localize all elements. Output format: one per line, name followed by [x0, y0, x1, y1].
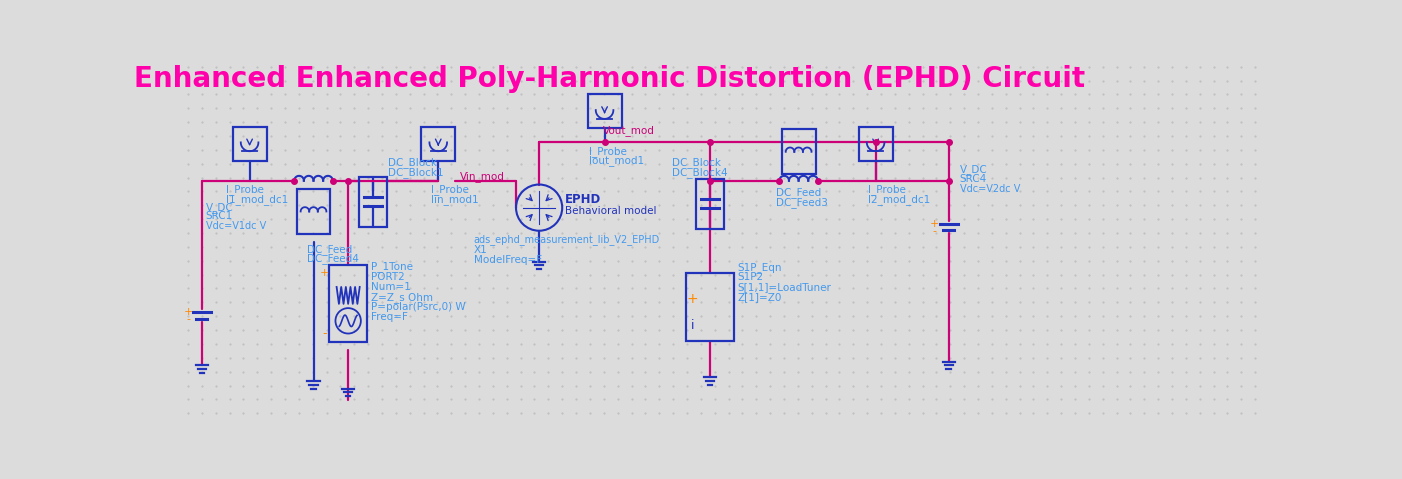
Text: lin_mod1: lin_mod1	[430, 194, 478, 205]
Text: Vout_mod: Vout_mod	[603, 125, 655, 136]
Text: DC_Feed3: DC_Feed3	[775, 197, 827, 208]
Text: ModelFreq=F: ModelFreq=F	[474, 255, 541, 264]
Text: PORT2: PORT2	[372, 272, 405, 282]
Text: Z[1]=Z0: Z[1]=Z0	[737, 292, 781, 302]
Text: DC_Block: DC_Block	[388, 158, 437, 169]
Text: i: i	[691, 319, 694, 332]
Text: EPHD: EPHD	[565, 194, 601, 206]
Bar	[329, 265, 367, 342]
Text: S1P2: S1P2	[737, 272, 763, 282]
Text: Freq=F: Freq=F	[372, 312, 408, 322]
Text: DC_Block: DC_Block	[672, 158, 721, 169]
Text: -: -	[322, 327, 327, 340]
Text: P_1Tone: P_1Tone	[372, 262, 414, 273]
Text: I2_mod_dc1: I2_mod_dc1	[868, 194, 930, 205]
Text: DC_Block1: DC_Block1	[388, 167, 444, 178]
Text: +: +	[320, 268, 329, 278]
Bar	[587, 94, 621, 128]
Bar	[697, 179, 723, 229]
Text: Z=Z_s Ohm: Z=Z_s Ohm	[372, 292, 433, 303]
Text: Vdc=V1dc V: Vdc=V1dc V	[206, 221, 266, 231]
Text: +: +	[687, 292, 698, 306]
Text: ads_ephd_measurement_lib_V2_EPHD: ads_ephd_measurement_lib_V2_EPHD	[474, 235, 660, 245]
Text: DC_Feed4: DC_Feed4	[307, 253, 359, 264]
Text: DC_Feed: DC_Feed	[307, 244, 352, 255]
Text: S1P_Eqn: S1P_Eqn	[737, 262, 781, 273]
Bar	[782, 129, 816, 174]
Text: I_Probe: I_Probe	[227, 184, 265, 195]
Text: Vin_mod: Vin_mod	[460, 171, 505, 182]
Text: Vdc=V2dc V: Vdc=V2dc V	[959, 184, 1019, 194]
Text: Behavioral model: Behavioral model	[565, 206, 656, 217]
Text: X1: X1	[474, 245, 488, 255]
Bar	[858, 127, 893, 160]
Text: SRC1: SRC1	[206, 212, 233, 221]
Text: +: +	[184, 308, 192, 318]
Text: SRC4: SRC4	[959, 174, 987, 184]
Bar	[297, 189, 331, 234]
Bar	[359, 177, 387, 227]
Text: I_Probe: I_Probe	[589, 146, 627, 157]
Bar	[422, 127, 456, 160]
Text: V_DC: V_DC	[959, 164, 987, 175]
Text: I1_mod_dc1: I1_mod_dc1	[227, 194, 289, 205]
Text: Num=1: Num=1	[372, 282, 411, 292]
Text: V_DC: V_DC	[206, 202, 234, 213]
Text: DC_Block4: DC_Block4	[672, 167, 728, 178]
Text: +: +	[930, 219, 939, 229]
Bar	[686, 273, 733, 341]
Bar	[233, 127, 266, 160]
Text: -: -	[186, 314, 191, 324]
Text: Iout_mod1: Iout_mod1	[589, 155, 645, 166]
Text: I_Probe: I_Probe	[868, 184, 906, 195]
Text: I_Probe: I_Probe	[430, 184, 468, 195]
Text: P=polar(Psrc,0) W: P=polar(Psrc,0) W	[372, 302, 465, 312]
Text: DC_Feed: DC_Feed	[775, 187, 820, 198]
Text: Enhanced Enhanced Poly-Harmonic Distortion (EPHD) Circuit: Enhanced Enhanced Poly-Harmonic Distorti…	[135, 65, 1085, 93]
Text: S[1,1]=LoadTuner: S[1,1]=LoadTuner	[737, 282, 831, 292]
Text: -: -	[932, 226, 937, 236]
